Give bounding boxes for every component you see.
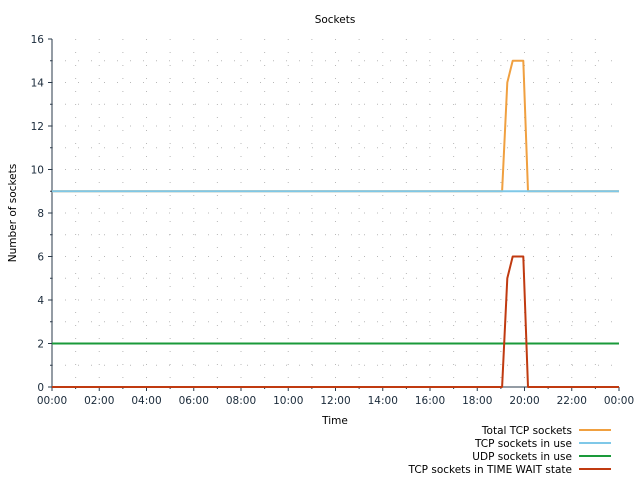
x-tick-label: 18:00: [462, 395, 492, 407]
legend-label-1: Total TCP sockets: [481, 425, 572, 437]
grid: [52, 39, 619, 387]
x-tick-label: 10:00: [273, 395, 303, 407]
x-tick-label: 14:00: [368, 395, 398, 407]
x-tick-label: 00:00: [604, 395, 634, 407]
y-tick-label: 12: [31, 121, 44, 133]
legend-label-4: TCP sockets in TIME WAIT state: [408, 464, 572, 476]
x-tick-label: 08:00: [226, 395, 256, 407]
chart-title: Sockets: [315, 14, 356, 26]
y-tick-label: 6: [37, 252, 44, 264]
x-tick-label: 02:00: [84, 395, 114, 407]
legend-label-2: TCP sockets in use: [474, 438, 572, 450]
x-tick-label: 16:00: [415, 395, 445, 407]
y-tick-label: 14: [31, 78, 45, 90]
plot-series: [52, 59, 619, 388]
series-line-4: [52, 255, 619, 388]
y-tick-label: 10: [31, 165, 44, 177]
y-tick-label: 0: [37, 382, 44, 394]
x-tick-label: 20:00: [509, 395, 539, 407]
y-axis-label: Number of sockets: [7, 164, 19, 262]
x-tick-label: 04:00: [131, 395, 161, 407]
y-tick-label: 16: [31, 34, 45, 46]
x-axis-ticks: 00:00 02:00 04:00 06:00 08:00 10:00 12:00 14:00…: [37, 387, 634, 407]
legend-label-3: UDP sockets in use: [472, 451, 572, 463]
x-tick-label: 22:00: [557, 395, 587, 407]
y-tick-label: 2: [37, 339, 44, 351]
y-tick-label: 4: [37, 295, 44, 307]
x-axis-label: Time: [321, 415, 348, 427]
y-axis-ticks: 0 2 4 6 8 10 12 14 16: [31, 34, 52, 394]
x-tick-label: 00:00: [37, 395, 67, 407]
y-tick-label: 8: [37, 208, 44, 220]
x-tick-label: 12:00: [320, 395, 350, 407]
x-tick-label: 06:00: [179, 395, 209, 407]
